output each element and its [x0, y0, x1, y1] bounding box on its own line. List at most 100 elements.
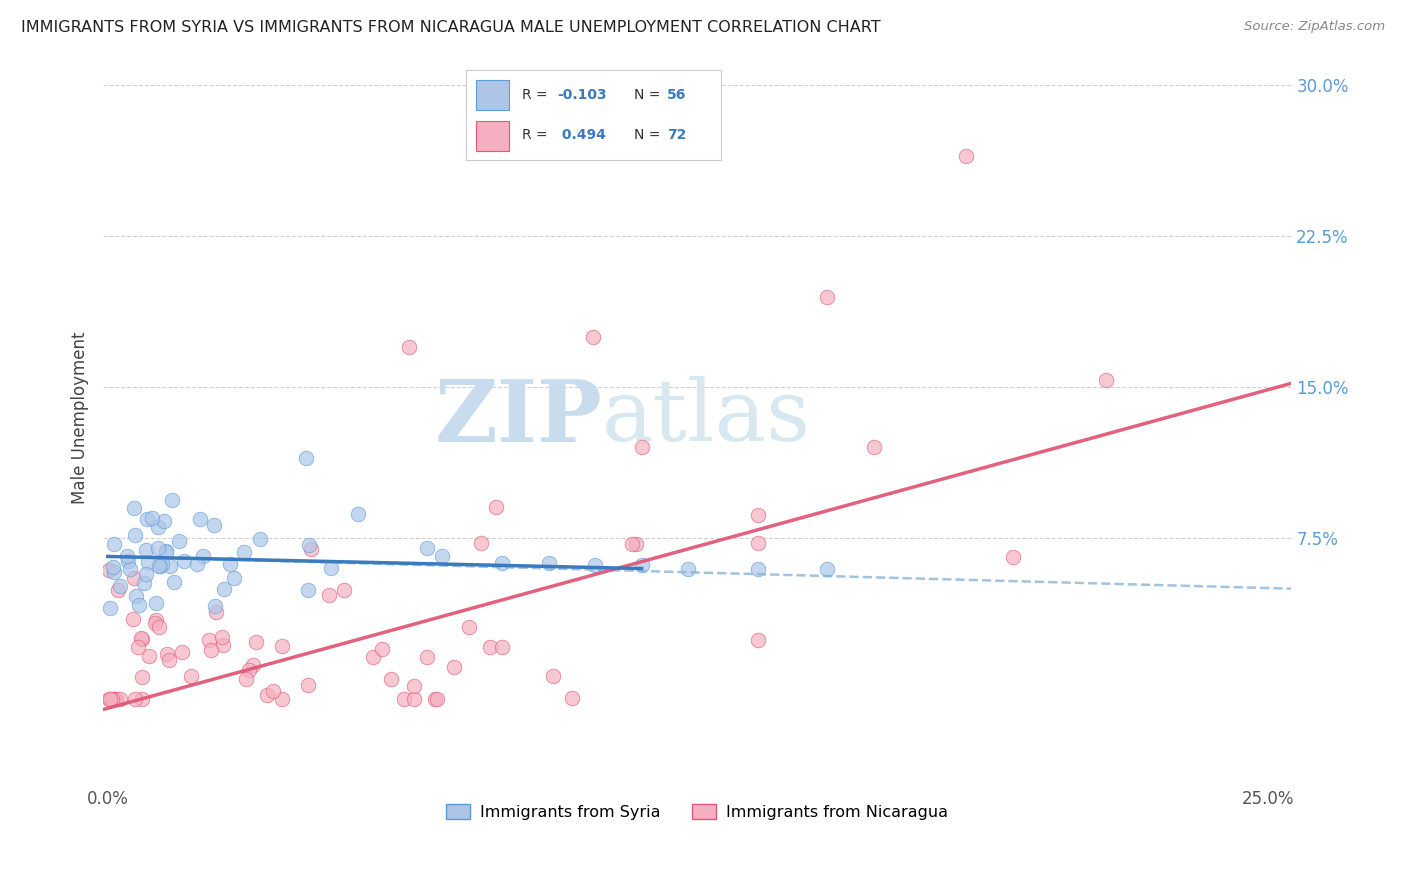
Point	[212, 582, 235, 597]
Point	[347, 507, 370, 521]
Point	[103, 565, 125, 579]
Point	[148, 559, 170, 574]
Point	[155, 545, 177, 559]
Point	[117, 554, 139, 568]
Point	[205, 605, 228, 619]
Point	[561, 691, 583, 706]
Point	[232, 545, 254, 559]
Point	[155, 544, 177, 558]
Point	[138, 648, 160, 663]
Point	[186, 557, 208, 571]
Point	[103, 692, 125, 706]
Point	[815, 290, 838, 304]
Point	[747, 508, 769, 522]
Point	[297, 678, 319, 692]
Point	[676, 561, 699, 575]
Point	[98, 563, 121, 577]
Point	[146, 520, 169, 534]
Text: atlas: atlas	[602, 376, 811, 459]
Point	[224, 571, 246, 585]
Point	[128, 598, 150, 612]
Point	[131, 692, 153, 706]
Point	[747, 536, 769, 550]
Point	[491, 640, 513, 655]
Point	[1001, 549, 1024, 564]
Point	[167, 534, 190, 549]
Point	[103, 536, 125, 550]
Point	[426, 692, 449, 706]
Point	[630, 558, 652, 572]
Point	[135, 512, 157, 526]
Point	[173, 554, 195, 568]
Point	[621, 537, 644, 551]
Point	[118, 561, 141, 575]
Point	[198, 632, 221, 647]
Y-axis label: Male Unemployment: Male Unemployment	[72, 331, 89, 504]
Point	[108, 579, 131, 593]
Point	[457, 620, 479, 634]
Point	[150, 557, 173, 571]
Point	[122, 612, 145, 626]
Point	[249, 533, 271, 547]
Point	[398, 340, 420, 354]
Point	[127, 640, 149, 655]
Point	[297, 582, 319, 597]
Point	[211, 630, 233, 644]
Point	[136, 555, 159, 569]
Point	[131, 632, 153, 646]
Point	[212, 638, 235, 652]
Point	[156, 647, 179, 661]
Point	[188, 512, 211, 526]
Point	[318, 588, 340, 602]
Point	[297, 538, 319, 552]
Point	[415, 541, 437, 556]
Point	[180, 669, 202, 683]
Point	[955, 149, 977, 163]
Point	[747, 632, 769, 647]
Point	[122, 572, 145, 586]
Point	[191, 549, 214, 563]
Point	[416, 649, 439, 664]
Point	[125, 589, 148, 603]
Point	[149, 558, 172, 573]
Legend: Immigrants from Syria, Immigrants from Nicaragua: Immigrants from Syria, Immigrants from N…	[440, 797, 955, 826]
Point	[148, 620, 170, 634]
Point	[630, 440, 652, 454]
Point	[862, 440, 884, 454]
Point	[103, 559, 125, 574]
Point	[815, 561, 838, 575]
Point	[141, 511, 163, 525]
Point	[262, 684, 284, 698]
Point	[1094, 373, 1116, 387]
Point	[491, 556, 513, 570]
Point	[219, 557, 242, 571]
Point	[271, 640, 294, 654]
Point	[145, 613, 167, 627]
Point	[153, 514, 176, 528]
Text: Source: ZipAtlas.com: Source: ZipAtlas.com	[1244, 20, 1385, 33]
Point	[103, 692, 125, 706]
Point	[392, 692, 415, 706]
Point	[107, 583, 129, 598]
Point	[129, 631, 152, 645]
Point	[371, 642, 394, 657]
Point	[145, 596, 167, 610]
Point	[204, 599, 226, 613]
Point	[135, 566, 157, 581]
Point	[124, 692, 146, 706]
Point	[124, 528, 146, 542]
Point	[402, 679, 425, 693]
Point	[582, 330, 605, 344]
Point	[294, 450, 316, 465]
Point	[299, 542, 322, 557]
Text: ZIP: ZIP	[434, 376, 602, 459]
Point	[172, 644, 194, 658]
Point	[108, 692, 131, 706]
Point	[361, 650, 384, 665]
Point	[163, 574, 186, 589]
Point	[157, 653, 180, 667]
Point	[402, 692, 425, 706]
Point	[485, 500, 508, 514]
Point	[122, 501, 145, 516]
Point	[380, 672, 402, 686]
